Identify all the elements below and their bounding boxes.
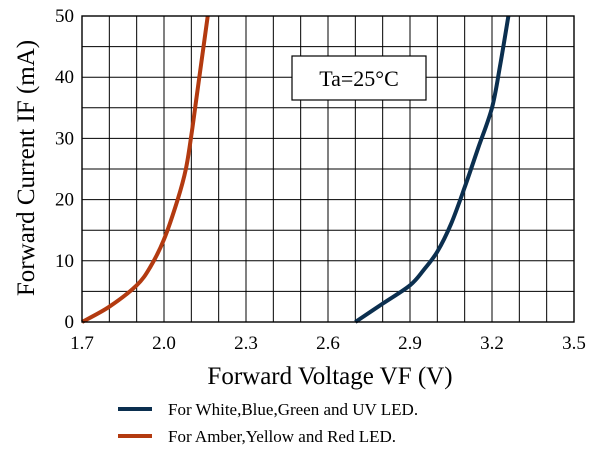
x-tick-label: 2.0 [152, 333, 176, 354]
y-axis-title: Forward Current IF (mA) [13, 40, 40, 296]
y-tick-label: 0 [65, 312, 75, 333]
legend-label-white-blue-green-uv: For White,Blue,Green and UV LED. [168, 400, 418, 419]
legend-label-amber-yellow-red: For Amber,Yellow and Red LED. [168, 427, 396, 446]
y-tick-label: 50 [55, 6, 74, 27]
annotation-frame [291, 55, 427, 101]
x-axis-title: Forward Voltage VF (V) [207, 363, 452, 390]
y-tick-label: 40 [55, 67, 74, 88]
annotation-box: Ta=25°C [291, 55, 427, 101]
series-line-amber-yellow-red [81, 15, 210, 324]
plot-frame [81, 15, 575, 323]
legend: For White,Blue,Green and UV LED. For Amb… [118, 400, 418, 446]
x-tick-label: 2.3 [234, 333, 258, 354]
x-tick-label: 3.2 [480, 333, 504, 354]
tick-labels: 1.7 2.0 2.3 2.6 2.9 3.2 3.5 0 10 20 30 40 50 [55, 6, 586, 354]
y-tick-label: 30 [55, 128, 74, 149]
x-tick-label: 3.5 [562, 333, 586, 354]
series-lines [81, 15, 511, 324]
x-tick-label: 2.6 [316, 333, 340, 354]
y-tick-label: 20 [55, 190, 74, 211]
x-tick-label: 2.9 [398, 333, 422, 354]
x-tick-label: 1.7 [70, 333, 94, 354]
y-tick-label: 10 [55, 251, 74, 272]
series-line-white-blue-green-uv [354, 15, 511, 324]
annotation-text: Ta=25°C [319, 66, 399, 91]
